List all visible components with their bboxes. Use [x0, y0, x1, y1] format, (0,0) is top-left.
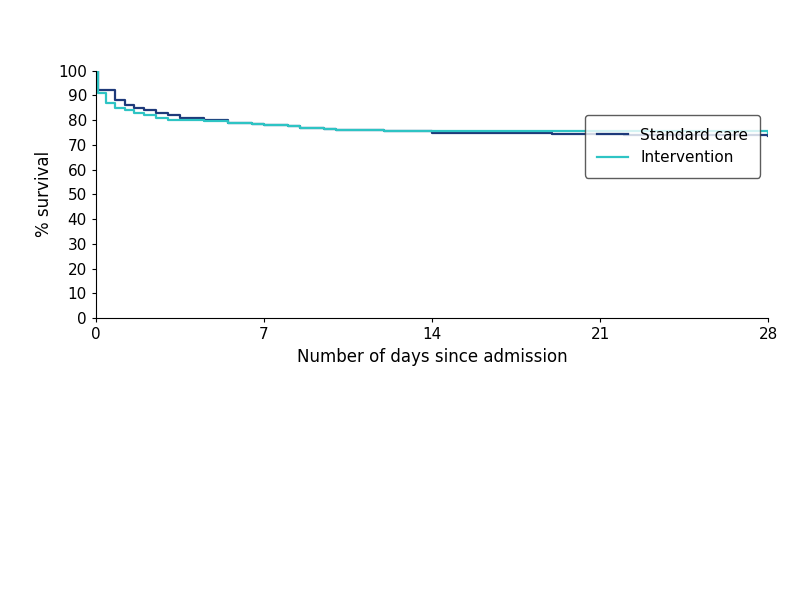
- Intervention: [595, 128, 605, 135]
- Intervention: [247, 120, 257, 127]
- Line: Intervention: Intervention: [96, 71, 768, 133]
- Intervention: [739, 128, 749, 135]
- Standard care: [595, 130, 605, 137]
- Intervention: [331, 127, 341, 134]
- Standard care: [175, 114, 185, 121]
- Intervention: [391, 128, 401, 135]
- Standard care: [547, 130, 557, 137]
- Standard care: [667, 131, 677, 138]
- Intervention: [199, 118, 209, 125]
- Standard care: [307, 124, 317, 131]
- Intervention: [763, 129, 773, 136]
- Intervention: [427, 128, 437, 135]
- Intervention: [283, 123, 293, 130]
- Standard care: [139, 107, 149, 114]
- Intervention: [619, 128, 629, 135]
- Standard care: [523, 129, 533, 136]
- Standard care: [223, 119, 233, 126]
- Standard care: [271, 121, 281, 128]
- Intervention: [499, 128, 509, 135]
- Intervention: [110, 104, 120, 111]
- Intervention: [571, 128, 581, 135]
- Intervention: [475, 128, 485, 135]
- Intervention: [307, 124, 317, 131]
- Standard care: [379, 128, 389, 135]
- Standard care: [367, 127, 377, 134]
- Standard care: [199, 117, 209, 124]
- Intervention: [451, 128, 461, 135]
- Intervention: [343, 127, 353, 134]
- Intervention: [235, 119, 245, 126]
- Intervention: [223, 119, 233, 126]
- Intervention: [355, 127, 365, 134]
- Y-axis label: % survival: % survival: [34, 151, 53, 237]
- Line: Standard care: Standard care: [96, 71, 768, 136]
- Intervention: [643, 128, 653, 135]
- Intervention: [101, 100, 110, 107]
- Standard care: [110, 97, 120, 104]
- Standard care: [295, 124, 305, 131]
- Standard care: [691, 131, 701, 138]
- Standard care: [475, 129, 485, 136]
- Standard care: [101, 87, 110, 94]
- Standard care: [739, 131, 749, 138]
- Intervention: [259, 121, 269, 128]
- Standard care: [331, 127, 341, 134]
- Standard care: [391, 128, 401, 135]
- Intervention: [187, 117, 197, 124]
- Standard care: [643, 131, 653, 138]
- Standard care: [319, 125, 329, 133]
- X-axis label: Number of days since admission: Number of days since admission: [297, 348, 567, 366]
- Standard care: [151, 109, 161, 116]
- Standard care: [235, 119, 245, 126]
- Standard care: [355, 127, 365, 134]
- Standard care: [93, 87, 102, 94]
- Legend: Standard care, Intervention: Standard care, Intervention: [585, 115, 760, 177]
- Standard care: [120, 102, 130, 109]
- Intervention: [715, 128, 725, 135]
- Standard care: [763, 133, 773, 140]
- Intervention: [691, 128, 701, 135]
- Intervention: [163, 117, 173, 124]
- Intervention: [271, 121, 281, 128]
- Intervention: [523, 128, 533, 135]
- Intervention: [91, 67, 101, 74]
- Standard care: [715, 131, 725, 138]
- Intervention: [211, 118, 221, 125]
- Standard care: [211, 117, 221, 124]
- Standard care: [427, 129, 437, 136]
- Intervention: [403, 128, 413, 135]
- Standard care: [259, 121, 269, 128]
- Intervention: [667, 128, 677, 135]
- Intervention: [415, 128, 425, 135]
- Standard care: [451, 129, 461, 136]
- Intervention: [151, 114, 161, 121]
- Standard care: [93, 67, 102, 74]
- Standard care: [571, 130, 581, 137]
- Intervention: [93, 90, 102, 97]
- Intervention: [379, 128, 389, 135]
- Standard care: [415, 128, 425, 135]
- Standard care: [403, 128, 413, 135]
- Intervention: [120, 107, 130, 114]
- Standard care: [163, 112, 173, 119]
- Standard care: [283, 123, 293, 130]
- Intervention: [175, 117, 185, 124]
- Standard care: [130, 104, 139, 111]
- Intervention: [93, 67, 102, 74]
- Intervention: [319, 125, 329, 133]
- Standard care: [187, 114, 197, 121]
- Standard care: [91, 67, 101, 74]
- Intervention: [295, 124, 305, 131]
- Standard care: [343, 127, 353, 134]
- Intervention: [547, 128, 557, 135]
- Standard care: [499, 129, 509, 136]
- Intervention: [130, 109, 139, 116]
- Intervention: [139, 112, 149, 119]
- Standard care: [247, 120, 257, 127]
- Intervention: [367, 127, 377, 134]
- Standard care: [619, 131, 629, 138]
